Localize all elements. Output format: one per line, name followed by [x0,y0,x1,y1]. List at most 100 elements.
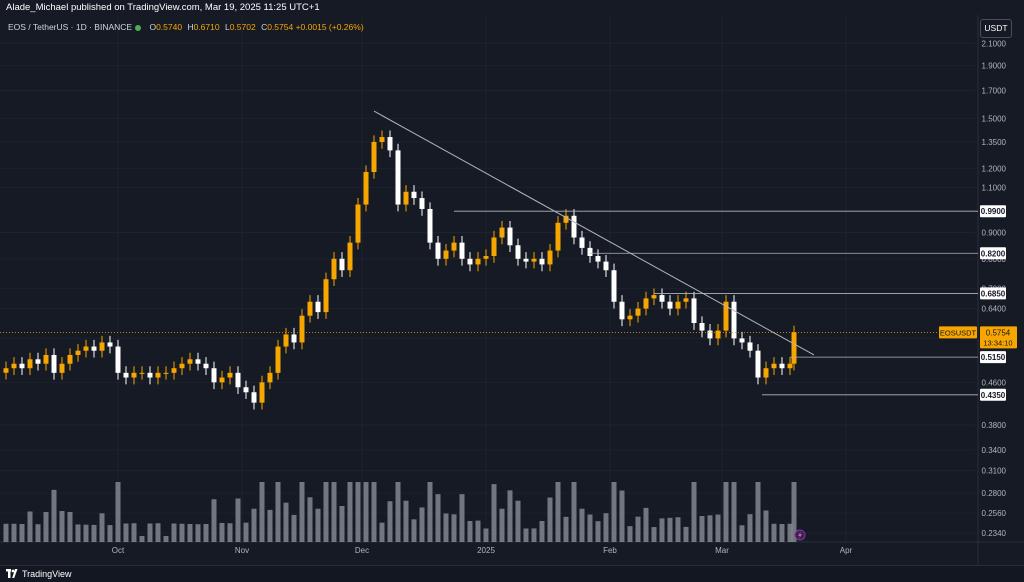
candle [659,295,665,302]
market-status-icon [135,24,142,31]
candle [651,295,657,299]
candle [507,227,513,246]
candle [443,250,449,259]
price-tick-label: 1.1000 [982,184,1007,193]
candle [171,368,177,373]
candle [283,334,289,347]
volume-bar [651,527,657,542]
open-label: O [149,22,157,32]
candle [179,363,185,369]
volume-bar [27,511,33,542]
volume-bar [307,497,313,542]
time-tick-label: 2025 [477,546,495,555]
candle [699,323,705,331]
candle [139,372,145,374]
currency-button[interactable]: USDT [980,19,1012,38]
volume-bar [187,524,193,542]
volume-bar [403,500,409,542]
volume-bar [155,523,161,542]
volume-bar [683,526,689,542]
volume-bar [371,482,377,542]
chart-panel[interactable]: 2.1000 1.9000 1.7000 1.5000 1.3500 1.2000 1.10… [0,15,1024,565]
drawings[interactable] [0,110,978,396]
volume-pane [3,482,806,542]
close-label: C [261,22,268,32]
volume-bar [299,482,305,542]
publisher-line: Alade_Michael published on TradingView.c… [6,2,320,13]
volume-bar [515,500,521,542]
volume-bar [275,482,281,542]
low-value: 0.5702 [229,22,256,32]
candle [243,387,249,393]
price-tick-label: 0.3400 [982,446,1007,455]
volume-bar [467,521,473,542]
volume-bar [483,528,489,542]
candle [27,359,33,369]
countdown-label: 13:34:10 [983,338,1012,347]
volume-bar [131,523,137,542]
price-tick-label: 1.2000 [982,164,1007,173]
level-tag-label: 0.5150 [981,353,1006,362]
symbol-info-bar[interactable]: EOS / TetherUS · 1D · BINANCE O0.5740 H0… [8,22,364,32]
candle [51,354,57,373]
candle [371,141,377,173]
volume-bar [603,513,609,542]
volume-bar [747,514,753,542]
candle [611,270,617,302]
candle [499,227,505,238]
volume-bar [411,519,417,542]
candle [291,334,297,343]
price-tick-label: 1.7000 [982,86,1007,95]
candle [3,368,9,373]
candle [259,382,265,403]
candle [195,359,201,364]
candle [603,261,609,271]
time-tick-label: Oct [112,546,125,555]
volume-bar [555,482,561,542]
time-axis[interactable]: Oct Nov Dec 2025 Feb Mar Apr [112,546,853,555]
volume-bar [739,525,745,542]
volume-bar [331,482,337,542]
volume-bar [539,521,545,542]
price-tick-label: 0.9000 [982,228,1007,237]
candle [771,363,777,369]
volume-bar [291,514,297,542]
candle [419,198,425,209]
volume-bar [675,517,681,542]
price-tick-label: 0.3800 [982,421,1007,430]
volume-bar [691,482,697,542]
price-tick-label: 0.2800 [982,489,1007,498]
candle [83,346,89,351]
candle [219,377,225,383]
volume-bar [563,516,569,542]
candle [387,137,393,151]
price-tick-label: 1.3500 [982,138,1007,147]
volume-bar [211,499,217,542]
candle [531,258,537,262]
candle [251,392,257,403]
candle [427,208,433,243]
current-price-label: 0.5754 [986,328,1011,337]
tradingview-logo-icon[interactable] [6,568,18,579]
volume-bar [771,523,777,542]
volume-bar [227,523,233,542]
symbol-title[interactable]: EOS / TetherUS · 1D · BINANCE [8,22,133,32]
high-value: 0.6710 [193,22,220,32]
low-label: L [224,22,230,32]
volume-bar [579,508,585,542]
volume-bar [43,512,49,542]
volume-bar [123,523,129,542]
volume-bar [763,510,769,542]
candle [339,258,345,271]
volume-bar [507,490,513,542]
level-tag-label: 0.4350 [981,391,1006,400]
volume-bar [459,494,465,542]
level-tag [980,287,1006,300]
tradingview-brand[interactable]: TradingView [22,569,72,579]
price-chart[interactable]: 2.1000 1.9000 1.7000 1.5000 1.3500 1.2000 1.10… [0,15,1024,565]
candle [363,172,369,205]
volume-bar [347,482,353,542]
candle [11,363,17,369]
trendline [373,110,815,356]
price-tick-label: 0.2560 [982,509,1007,518]
